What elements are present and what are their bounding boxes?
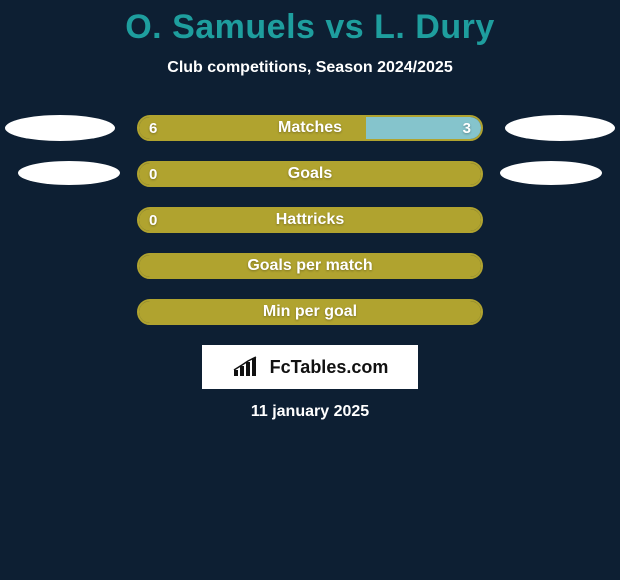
avatar-ellipse-right — [505, 115, 615, 141]
value-left: 6 — [149, 117, 157, 139]
bars-icon — [232, 356, 264, 378]
page-title: O. Samuels vs L. Dury — [125, 8, 495, 47]
logo-text: FcTables.com — [270, 357, 389, 378]
comparison-row: 0Goals — [0, 161, 620, 187]
avatar-ellipse-left — [5, 115, 115, 141]
comparison-bar: 0Goals — [137, 161, 483, 187]
comparison-row: 0Hattricks — [0, 207, 620, 233]
avatar-ellipse-right — [500, 161, 602, 185]
logo-box: FcTables.com — [202, 345, 418, 389]
comparison-row: 63Matches — [0, 115, 620, 141]
bar-fill-left — [139, 255, 483, 277]
bar-fill-left — [139, 163, 483, 185]
value-left: 0 — [149, 163, 157, 185]
value-right: 3 — [463, 117, 471, 139]
comparison-row: Min per goal — [0, 299, 620, 325]
comparison-bar: Goals per match — [137, 253, 483, 279]
page-subtitle: Club competitions, Season 2024/2025 — [167, 59, 452, 77]
comparison-rows: 63Matches0Goals0HattricksGoals per match… — [0, 115, 620, 325]
bar-fill-left — [139, 301, 483, 323]
bar-fill-left — [139, 209, 483, 231]
comparison-bar: 0Hattricks — [137, 207, 483, 233]
comparison-bar: Min per goal — [137, 299, 483, 325]
bar-fill-left — [139, 117, 370, 139]
avatar-ellipse-left — [18, 161, 120, 185]
value-left: 0 — [149, 209, 157, 231]
comparison-bar: 63Matches — [137, 115, 483, 141]
comparison-row: Goals per match — [0, 253, 620, 279]
page-background: O. Samuels vs L. Dury Club competitions,… — [0, 0, 620, 580]
date-text: 11 january 2025 — [251, 403, 369, 421]
